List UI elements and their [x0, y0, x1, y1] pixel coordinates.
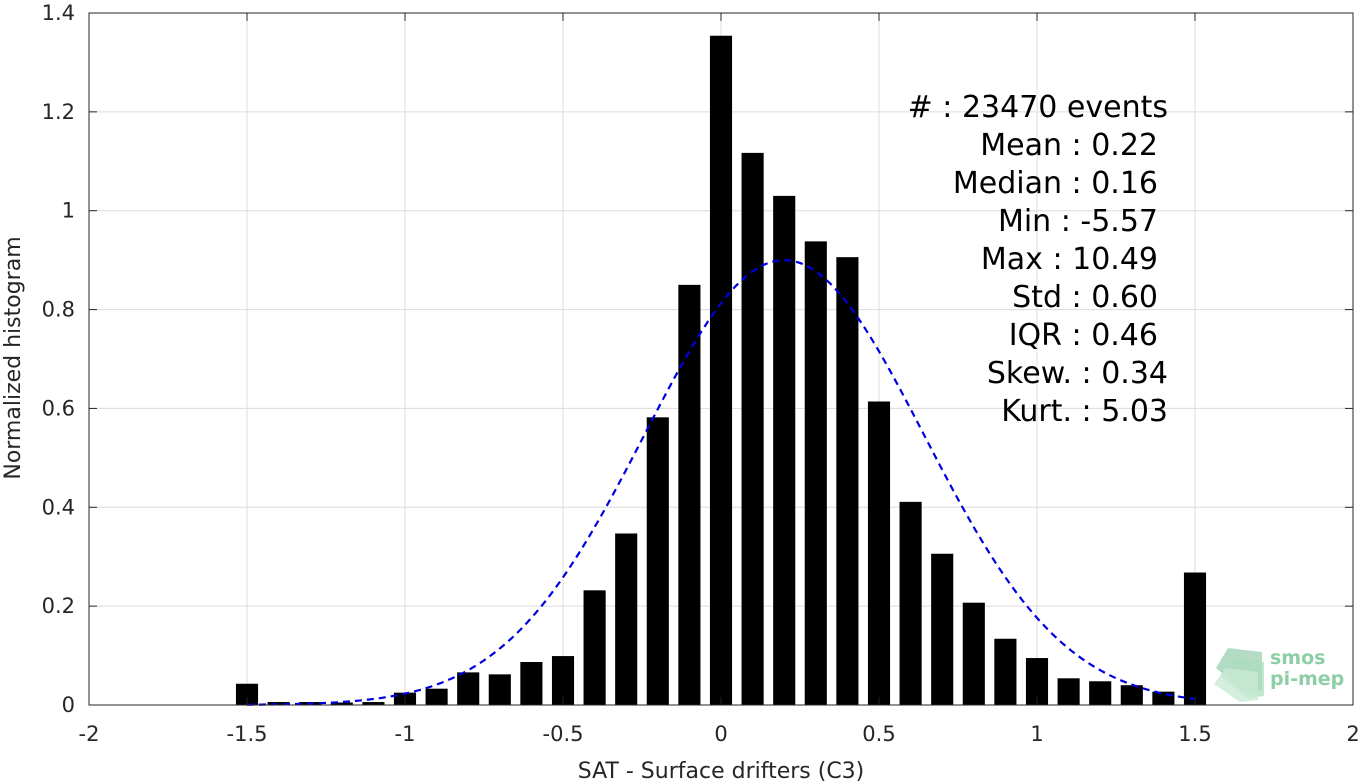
x-tick-label: 0.5: [862, 722, 895, 746]
x-tick-label: -1: [395, 722, 416, 746]
histogram-bar: [867, 401, 891, 705]
histogram-bar: [330, 702, 353, 705]
histogram-bar: [741, 152, 764, 705]
x-tick-label: -2: [79, 722, 100, 746]
histogram-bar: [1120, 685, 1143, 705]
stats-line: IQR : 0.46: [1009, 318, 1158, 353]
stats-line: Skew. : 0.34: [987, 356, 1168, 391]
logo-line1: smos: [1270, 647, 1325, 669]
y-tick-label: 0.6: [42, 396, 75, 420]
y-axis-label: Normalized histogram: [1, 236, 26, 479]
x-tick-label: 1.5: [1178, 722, 1211, 746]
logo-mark-icon: [1214, 648, 1264, 702]
histogram-bar: [488, 674, 511, 705]
histogram-bar: [615, 533, 638, 705]
histogram-bar: [1025, 658, 1049, 705]
histogram-bar: [1152, 691, 1175, 705]
logo-line2: pi-mep: [1270, 668, 1344, 690]
y-tick-labels: 0 0.2 0.4 0.6 0.8 1 1.2 1.4: [42, 1, 75, 717]
histogram-bar: [836, 257, 859, 705]
histogram-bar: [425, 688, 448, 705]
y-tick-label: 1.4: [42, 1, 75, 25]
y-tick-label: 0: [62, 693, 75, 717]
histogram-bar: [994, 638, 1017, 705]
stats-line: Kurt. : 5.03: [1001, 394, 1168, 429]
histogram-bar: [235, 683, 259, 705]
histogram-bar: [1183, 572, 1207, 705]
histogram-bar: [804, 241, 827, 706]
histogram-bar: [709, 35, 733, 706]
histogram-bar: [962, 602, 985, 705]
stats-line: # : 23470 events: [908, 90, 1168, 125]
histogram-bar: [678, 284, 701, 705]
x-tick-label: -1.5: [227, 722, 268, 746]
histogram-bar: [520, 661, 543, 705]
y-tick-label: 1: [62, 199, 75, 223]
histogram-bar: [773, 195, 796, 705]
stats-line: Median : 0.16: [953, 166, 1158, 201]
normal-fit-curve: [246, 259, 1196, 706]
histogram-bar: [646, 417, 669, 705]
histogram-bar: [931, 553, 954, 705]
x-tick-label: 0: [714, 722, 727, 746]
histogram-bar: [457, 672, 480, 705]
smos-pi-mep-logo: smos pi-mep: [1214, 647, 1344, 702]
x-tick-labels: -2 -1.5 -1 -0.5 0 0.5 1 1.5 2: [79, 722, 1360, 746]
histogram-bar: [362, 702, 385, 705]
histogram-bar: [1089, 681, 1112, 705]
histogram-bars: [235, 35, 1207, 706]
y-tick-label: 0.4: [42, 495, 75, 519]
stats-line: Std : 0.60: [1012, 280, 1158, 315]
histogram-bar: [583, 590, 606, 705]
stats-line: Mean : 0.22: [980, 128, 1158, 163]
histogram-bar: [551, 656, 575, 705]
x-axis-label: SAT - Surface drifters (C3): [578, 759, 865, 784]
histogram-bar: [899, 501, 922, 705]
y-tick-label: 1.2: [42, 100, 75, 124]
x-tick-label: 2: [1346, 722, 1359, 746]
tick-marks: [88, 12, 1354, 706]
histogram-bar: [267, 702, 290, 705]
x-tick-label: 1: [1030, 722, 1043, 746]
histogram-bar: [1057, 678, 1080, 705]
stats-line: Max : 10.49: [981, 242, 1158, 277]
y-tick-label: 0.2: [42, 594, 75, 618]
x-tick-label: -0.5: [543, 722, 584, 746]
stats-line: Min : -5.57: [998, 204, 1158, 239]
y-tick-label: 0.8: [42, 298, 75, 322]
